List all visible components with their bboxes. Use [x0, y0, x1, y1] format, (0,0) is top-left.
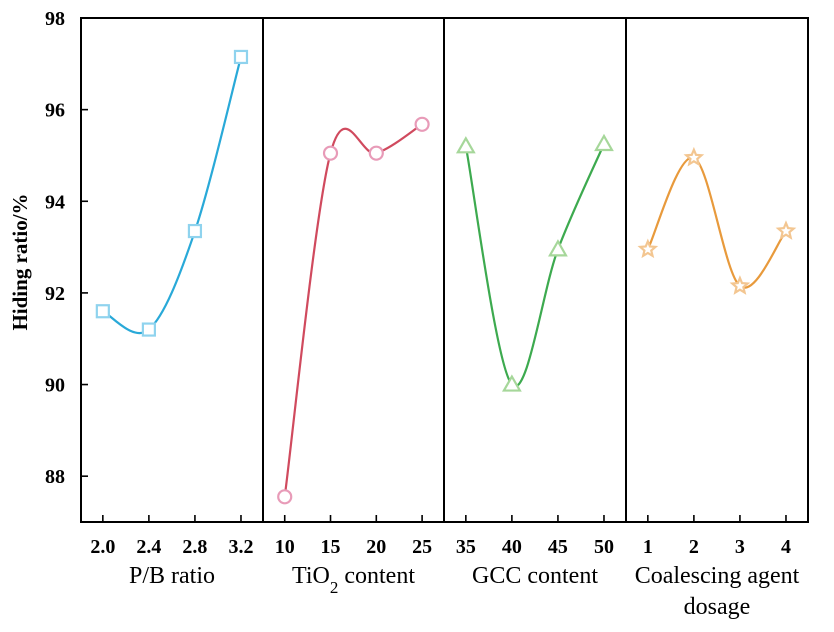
x-axis-title-line2: dosage: [684, 594, 751, 620]
square-marker: [233, 49, 249, 65]
panel: 35 40 45 50 GCC content: [455, 133, 614, 589]
x-tick-label: 20: [366, 536, 386, 558]
series-line: [102, 56, 243, 335]
y-tick-label: 94: [45, 191, 65, 213]
x-tick-label: 1: [643, 536, 653, 558]
x-tick-label: 50: [594, 536, 614, 558]
plot-frame: [80, 17, 809, 523]
star-marker: [637, 238, 659, 259]
x-axis-title: TiO2 content: [292, 563, 415, 597]
x-tick-label: 45: [548, 536, 568, 558]
y-tick-label: 90: [45, 375, 65, 397]
circle-marker: [368, 145, 384, 161]
square-marker: [95, 304, 110, 319]
circle-marker: [322, 145, 339, 161]
x-tick-label: 2.4: [136, 536, 161, 558]
panels: 2.0 2.4 2.8 3.2 P/B ratio 10 15 20 25 TiO2 conten…: [90, 49, 800, 620]
x-tick-label: 35: [456, 536, 476, 558]
triangle-marker: [455, 136, 476, 154]
x-axis-title: GCC content: [472, 563, 598, 589]
circle-marker: [277, 489, 293, 505]
x-tick-label: 15: [321, 536, 341, 558]
x-axis-title: Coalescing agent: [635, 563, 800, 589]
circle-marker: [414, 116, 430, 132]
x-tick-label: 25: [412, 536, 432, 558]
star-marker: [683, 146, 705, 167]
square-marker: [187, 223, 203, 239]
triangle-marker: [594, 133, 614, 152]
triangle-marker: [548, 239, 568, 257]
panel: 10 15 20 25 TiO2 content: [275, 116, 432, 597]
x-tick-label: 40: [502, 536, 522, 558]
x-tick-label: 2.8: [182, 536, 207, 558]
x-tick-label: 10: [275, 536, 295, 558]
y-tick-label: 96: [45, 100, 65, 122]
y-tick-label: 98: [45, 8, 65, 30]
y-axis: 88 90 92 94 96 98: [45, 8, 88, 488]
y-tick-label: 88: [45, 466, 65, 488]
x-tick-label: 4: [781, 536, 791, 558]
x-tick-label: 2: [689, 536, 699, 558]
series-line: [464, 143, 605, 388]
square-marker: [141, 322, 156, 337]
x-axis-title: P/B ratio: [129, 563, 215, 589]
panel: 1 2 3 4 Coalescing agent dosage: [635, 146, 800, 620]
x-tick-label: 2.0: [90, 536, 115, 558]
series-line: [646, 156, 787, 289]
triangle-marker: [501, 374, 522, 392]
star-marker: [729, 275, 751, 295]
x-tick-label: 3.2: [228, 536, 253, 558]
y-axis-title: Hiding ratio/%: [8, 193, 32, 330]
x-tick-label: 3: [735, 536, 745, 558]
panel: 2.0 2.4 2.8 3.2 P/B ratio: [90, 49, 253, 589]
star-marker: [775, 220, 797, 240]
y-tick-label: 92: [45, 283, 65, 305]
series-line: [283, 123, 423, 497]
